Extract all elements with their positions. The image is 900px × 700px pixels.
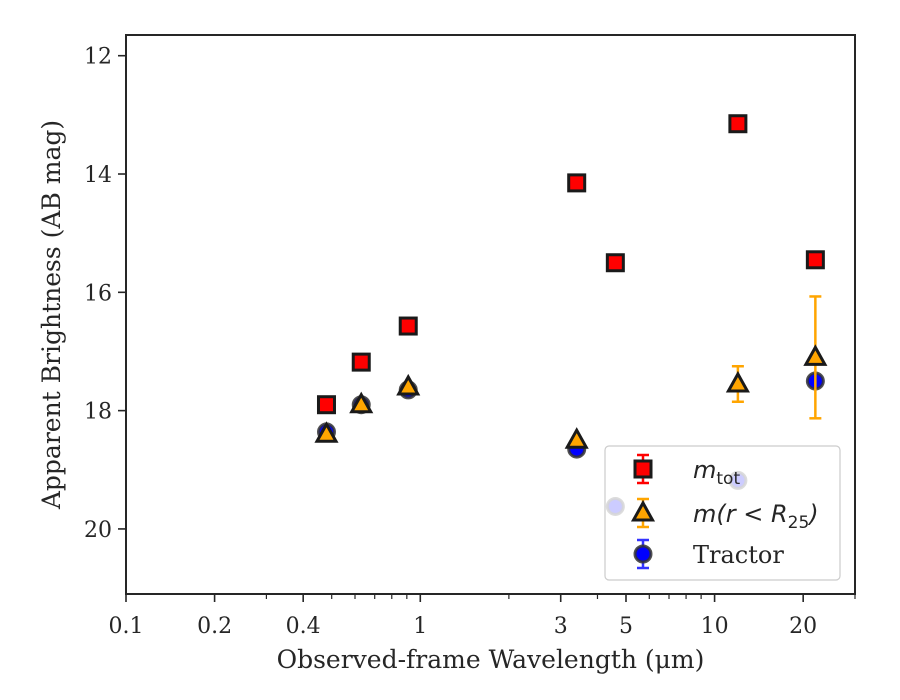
x-tick-label: 20 [789, 614, 817, 639]
x-tick-label: 0.4 [286, 614, 321, 639]
legend-marker-square [633, 459, 653, 479]
x-tick-label: 0.1 [109, 614, 144, 639]
x-axis-label: Observed-frame Wavelength (μm) [277, 645, 705, 674]
data-point-square [351, 352, 371, 372]
data-point-square [398, 316, 418, 336]
x-tick-label: 10 [701, 614, 729, 639]
series-square [316, 114, 825, 415]
legend-label: m(r < R25) [693, 500, 819, 533]
legend: mtot m(r < R25) Tractor [604, 445, 841, 581]
data-point-triangle [803, 344, 828, 366]
y-axis-label: Apparent Brightness (AB mag) [37, 120, 66, 510]
legend-marker-circle [633, 544, 653, 564]
x-tick-label: 0.2 [197, 614, 232, 639]
data-point-square [728, 114, 748, 134]
x-tick-label: 3 [554, 614, 568, 639]
data-point-square [567, 173, 587, 193]
series-triangle [314, 295, 828, 449]
plot-frame [125, 34, 856, 595]
data-point-square [605, 253, 625, 273]
y-tick-label: 12 [84, 45, 112, 70]
y-tick-label: 14 [84, 163, 112, 188]
legend-marker-triangle [630, 499, 656, 522]
data-point-square [805, 250, 825, 270]
data-point-square [316, 395, 336, 415]
y-axis: 12 14 16 18 20 [84, 45, 126, 543]
data-point-triangle [564, 427, 589, 449]
y-tick-label: 16 [84, 281, 112, 306]
legend-label: mtot [693, 456, 740, 489]
x-axis: 0.1 0.2 0.4 1 3 5 10 20 [109, 594, 856, 639]
x-tick-label: 5 [619, 614, 633, 639]
data-point-triangle [396, 373, 421, 396]
y-tick-label: 20 [84, 518, 112, 543]
y-tick-label: 18 [84, 400, 112, 425]
legend-label: Tractor [693, 541, 784, 569]
data-point-triangle [314, 421, 339, 443]
data-point-triangle [349, 391, 374, 414]
legend-box [604, 445, 841, 581]
data-point-triangle [725, 370, 750, 393]
x-tick-label: 1 [413, 614, 427, 639]
